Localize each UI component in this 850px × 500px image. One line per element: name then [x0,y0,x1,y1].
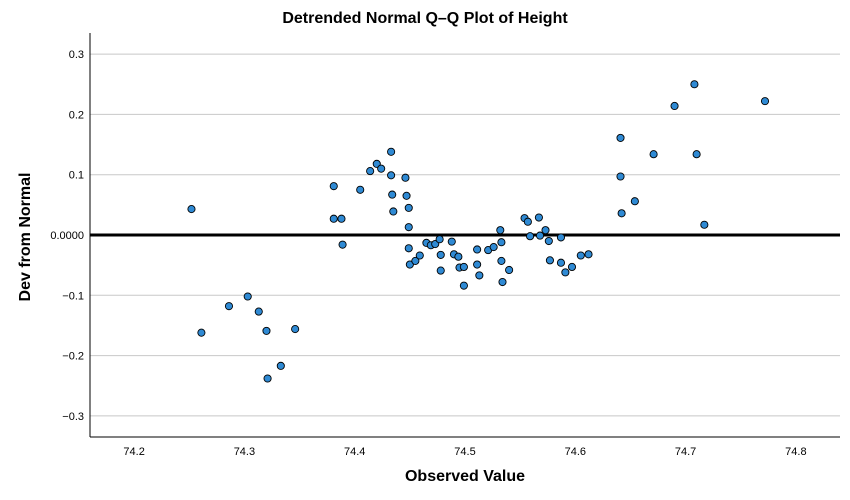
data-point [545,256,554,265]
data-point [567,262,577,272]
data-point [415,251,424,260]
data-point [576,251,585,260]
data-point [197,328,206,337]
data-point [534,213,543,222]
data-point [700,220,709,229]
data-point [405,260,414,269]
data-point [690,80,699,89]
data-point [544,236,553,246]
data-point [475,271,484,280]
data-point [389,207,398,216]
x-tick-label: 74.5 [454,446,475,458]
data-point [584,250,593,259]
data-point [617,209,626,218]
data-point [404,223,413,232]
y-tick-label: −0.1 [62,290,84,302]
data-point [254,307,263,316]
data-point [454,252,463,261]
data-point [447,237,456,246]
x-tick-label: 74.4 [344,446,365,458]
y-tick-label: −0.3 [62,411,84,423]
data-point [535,231,545,240]
data-point [411,256,420,265]
data-point [497,238,506,247]
x-tick-label: 74.3 [234,446,255,458]
x-axis-label: Observed Value [404,468,526,485]
data-point [459,262,468,272]
data-point [224,302,234,311]
data-point [388,190,397,199]
data-point [377,164,386,173]
y-tick-label: 0.0000 [50,230,84,242]
data-point [616,133,625,142]
data-point [473,245,482,254]
data-point [263,374,272,383]
data-point [338,240,347,249]
data-point [556,258,566,267]
data-point [692,150,701,159]
data-point [505,265,514,275]
data-point [630,197,639,206]
data-point [523,217,532,226]
data-point [670,101,679,111]
data-point [187,205,196,214]
data-point [498,277,507,287]
data-point [436,266,445,275]
data-point [291,325,300,334]
data-point [459,281,468,290]
data-point [436,250,445,259]
x-tick-label: 74.8 [785,446,806,458]
x-tick-label: 74.7 [675,446,696,458]
data-point [337,214,346,223]
y-tick-label: −0.2 [62,351,84,363]
data-point [496,226,505,235]
data-point [387,147,396,156]
data-point [556,233,566,242]
data-point [404,244,413,253]
data-point [329,214,338,223]
data-point [262,326,271,335]
data-point [356,185,365,194]
data-point [276,361,285,370]
x-tick-label: 74.2 [123,446,144,458]
data-point [541,226,550,235]
data-point [435,235,444,244]
data-point [649,150,658,159]
data-point [616,172,625,181]
data-point [243,292,252,301]
data-point [329,182,338,191]
data-point [526,232,535,241]
data-point [489,243,498,252]
data-point [561,268,570,277]
y-tick-label: 0.2 [69,109,84,121]
data-point [402,191,411,200]
chart-title: Detrended Normal Q–Q Plot of Height [282,10,568,27]
data-point [473,260,482,269]
y-tick-label: 0.3 [69,49,84,61]
data-point [760,97,770,106]
data-point [404,203,413,212]
data-point [497,256,506,265]
x-tick-label: 74.6 [565,446,586,458]
data-point [401,173,410,182]
y-tick-label: 0.1 [69,170,84,182]
data-point [366,167,375,176]
data-point [387,171,396,180]
